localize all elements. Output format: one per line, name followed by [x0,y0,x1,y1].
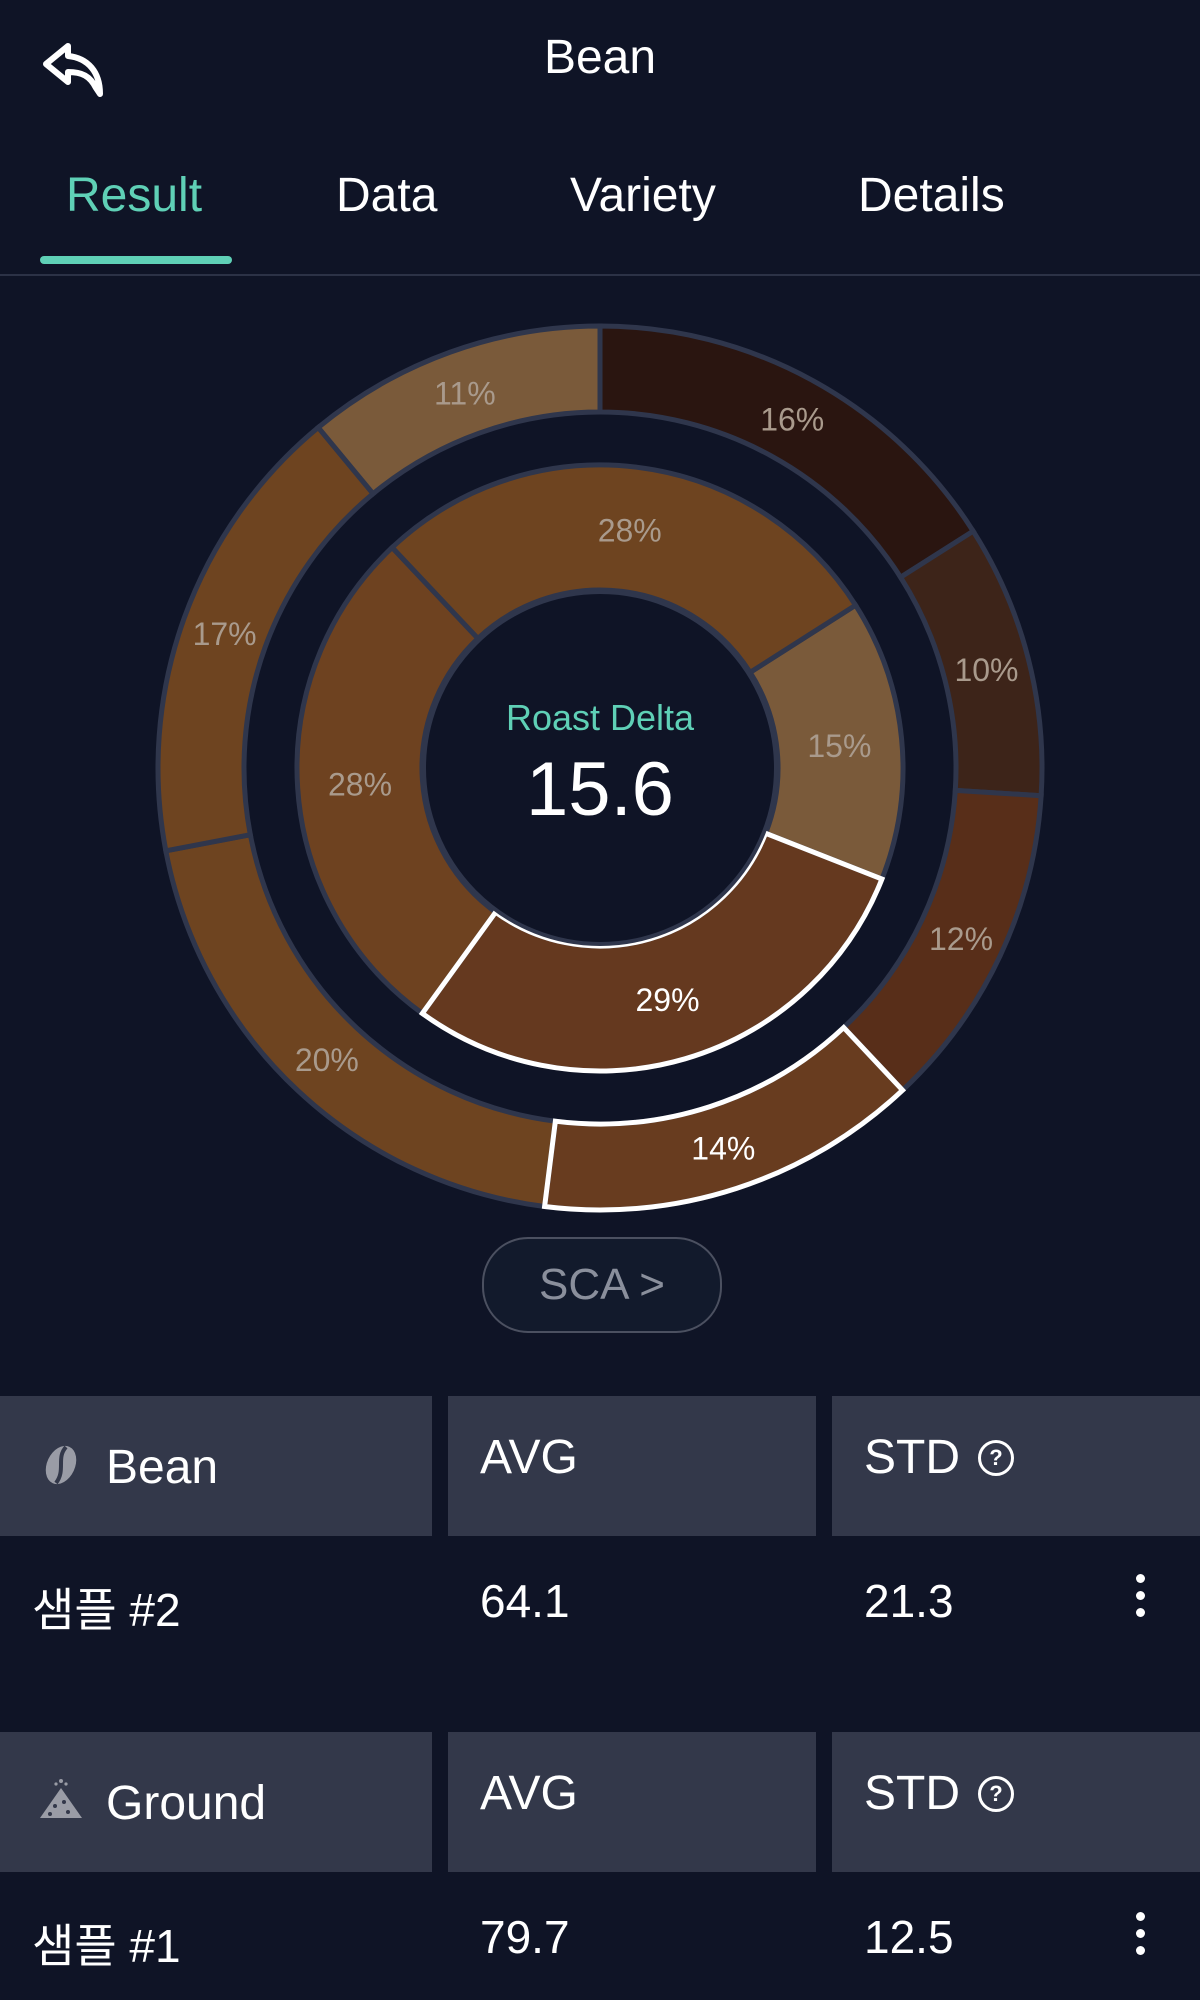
sample-name: 샘플 #1 [32,1920,181,1972]
center-value: 15.6 [526,747,674,832]
inner-slice-label-4: 28% [598,512,662,548]
outer-slice-label-3: 12% [929,921,993,957]
ground-coffee-icon [40,1779,82,1818]
help-icon[interactable]: ? [978,1440,1014,1476]
tab-variety[interactable]: Variety [570,169,716,222]
std-header: STD [864,1431,960,1484]
std-header-cell: STD ? [832,1732,1200,1872]
std-header: STD [864,1767,960,1820]
type-header-cell: Ground [0,1732,432,1872]
more-options-icon[interactable] [1120,1904,1160,1974]
top-bar: Bean [0,0,1200,120]
help-icon[interactable]: ? [978,1776,1014,1812]
coffee-bean-icon [45,1445,77,1485]
avg-header: AVG [480,1431,578,1484]
std-value: 12.5 [864,1911,954,1963]
tab-result[interactable]: Result [66,169,203,222]
center-label: Roast Delta [505,697,695,738]
active-tab-indicator [40,256,232,264]
sca-button[interactable]: SCA > [482,1237,722,1333]
page-title: Bean [543,31,657,84]
outer-slice-label-1: 16% [760,401,824,437]
outer-slice-label-5: 20% [295,1042,359,1078]
sample-name: 샘플 #2 [32,1584,181,1636]
tab-details[interactable]: Details [858,169,1005,222]
inner-slice-4[interactable] [388,462,860,676]
inner-slice-label-1: 15% [807,728,871,764]
avg-value: 79.7 [480,1911,570,1963]
inner-slice-label-3: 28% [328,767,392,803]
roast-donut-chart: 16% 10% 12% 14% 20% 17% 11% 15% 29% 28% 28% Roast … [0,290,1200,1240]
avg-header-cell: AVG [448,1732,816,1872]
donut-svg: 16% 10% 12% 14% 20% 17% 11% 15% 29% 28% 28% [155,323,1045,1213]
outer-slice-7[interactable] [314,323,603,498]
more-options-icon[interactable] [1120,1566,1160,1636]
type-header-cell: Bean [0,1396,432,1536]
outer-slice-label-6: 17% [193,616,257,652]
outer-slice-label-2: 10% [954,652,1018,688]
donut-center-disc [422,590,778,946]
tab-bar: Result Data Variety Details [0,150,1200,276]
std-value: 21.3 [864,1575,954,1627]
avg-value: 64.1 [480,1575,570,1627]
tab-data[interactable]: Data [336,169,438,222]
outer-selected-outline-1 [541,1023,907,1213]
avg-header: AVG [480,1767,578,1820]
avg-header-cell: AVG [448,1396,816,1536]
back-arrow-icon [43,43,103,97]
type-label: Bean [106,1441,219,1494]
std-header-cell: STD ? [832,1396,1200,1536]
back-button[interactable] [38,34,108,104]
type-label: Ground [106,1777,267,1830]
outer-slice-label-7: 11% [434,376,496,412]
inner-slice-label-2: 29% [635,982,699,1018]
outer-slice-label-4: 14% [691,1130,755,1166]
